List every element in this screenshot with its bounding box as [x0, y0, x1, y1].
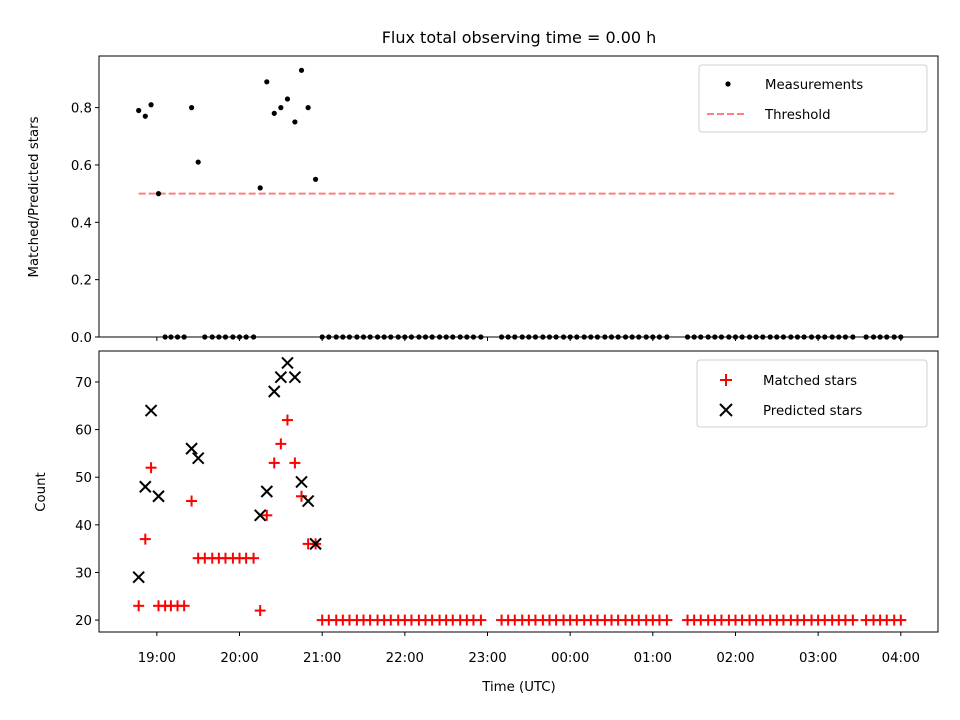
bottom-y-tick-label: 30: [75, 566, 92, 581]
matched-star-point: [261, 509, 273, 521]
bottom-x-tick-label: 01:00: [634, 651, 672, 666]
measurement-point: [264, 79, 270, 85]
bottom-axes-frame: [98, 350, 939, 633]
matched-star-point: [145, 462, 157, 474]
bottom-plot-area: [132, 356, 907, 626]
matched-star-point: [248, 552, 260, 564]
bottom-x-tick-label: 20:00: [220, 651, 258, 666]
predicted-star-point: [268, 385, 281, 398]
top-panel: Flux total observing time = 0.00 h 0.00.…: [27, 28, 939, 346]
legend-matched-marker: [720, 374, 732, 386]
matched-star-point: [847, 614, 859, 626]
measurement-point: [292, 119, 298, 125]
predicted-star-point: [301, 494, 315, 508]
bottom-y-ticks: 20 30 40 50 60 70: [75, 376, 99, 629]
measurement-point: [155, 191, 162, 197]
top-y-tick-label: 0.6: [71, 159, 92, 174]
top-legend: Measurements Threshold: [698, 64, 928, 133]
legend-measurements-label: Measurements: [765, 78, 863, 93]
matched-star-point: [281, 414, 293, 426]
predicted-star-point: [139, 480, 152, 493]
measurement-point: [257, 185, 263, 191]
legend-predicted-label: Predicted stars: [763, 404, 862, 419]
legend-matched-label: Matched stars: [763, 374, 857, 389]
legend-threshold-label: Threshold: [764, 108, 831, 123]
top-legend-box: [698, 64, 928, 133]
predicted-star-point: [191, 451, 205, 465]
measurement-point: [195, 159, 201, 165]
predicted-star-point: [281, 356, 294, 370]
predicted-star-point: [132, 571, 145, 584]
measurement-point: [136, 107, 142, 114]
bottom-y-axis-label: Count: [34, 472, 49, 512]
measurement-point: [284, 96, 291, 102]
bottom-x-tick-label: 19:00: [138, 651, 176, 666]
bottom-y-tick-label: 20: [75, 614, 92, 629]
bottom-legend-box: [696, 359, 928, 428]
bottom-y-tick-label: 40: [75, 519, 92, 534]
bottom-x-tick-label: 22:00: [386, 651, 424, 666]
measurement-point: [188, 105, 195, 111]
matched-star-point: [661, 614, 673, 626]
predicted-star-point: [185, 442, 198, 455]
bottom-x-tick-label: 02:00: [716, 651, 754, 666]
predicted-star-point: [288, 370, 302, 384]
predicted-star-point: [309, 537, 322, 551]
top-x-ticks: [156, 337, 902, 341]
top-y-axis-label: Matched/Predicted stars: [27, 116, 42, 277]
predicted-star-point: [253, 509, 267, 522]
matched-star-point: [895, 614, 907, 626]
bottom-x-tick-label: 03:00: [799, 651, 837, 666]
matched-star-point: [254, 605, 266, 617]
bottom-legend: Matched stars Predicted stars: [696, 359, 928, 428]
x-axis-label: Time (UTC): [481, 680, 556, 695]
measurement-point: [142, 113, 148, 119]
top-y-tick-label: 0.8: [71, 102, 92, 117]
legend-predicted-marker: [719, 403, 733, 417]
matched-star-point: [268, 457, 280, 469]
bottom-panel: 20 30 40 50 60 70 19:00 20:00 21:00 22:00 23:00 00…: [34, 350, 939, 695]
top-y-tick-label: 0.2: [71, 274, 92, 289]
matched-star-point: [296, 490, 308, 502]
matched-star-point: [186, 495, 198, 507]
top-y-ticks: 0.0 0.2 0.4 0.6 0.8: [71, 102, 99, 346]
top-y-tick-label: 0.0: [71, 331, 92, 346]
measurement-point: [298, 67, 305, 73]
measurement-point: [305, 105, 311, 111]
matched-star-point: [275, 438, 287, 450]
measurement-point: [148, 102, 154, 108]
bottom-x-tick-label: 00:00: [551, 651, 589, 666]
measurement-point: [278, 105, 284, 111]
matched-star-point: [139, 533, 151, 545]
predicted-star-point: [274, 370, 288, 384]
bottom-x-tick-label: 04:00: [882, 651, 920, 666]
matched-star-point: [475, 614, 487, 626]
predicted-star-point: [260, 485, 274, 498]
predicted-star-point: [152, 490, 165, 503]
matched-star-point: [178, 600, 190, 612]
predicted-star-point: [144, 404, 158, 417]
bottom-y-tick-label: 50: [75, 471, 92, 486]
predicted-star-point: [295, 475, 308, 489]
matched-star-point: [133, 600, 145, 612]
legend-measurements-marker: [725, 81, 731, 87]
bottom-x-tick-label: 21:00: [303, 651, 341, 666]
measurement-point: [312, 176, 319, 182]
top-y-tick-label: 0.4: [71, 216, 92, 231]
measurement-point: [271, 110, 277, 116]
bottom-y-tick-label: 70: [75, 376, 92, 391]
bottom-x-ticks: 19:00 20:00 21:00 22:00 23:00 00:00 01:00 02:00…: [138, 632, 920, 666]
chart-title: Flux total observing time = 0.00 h: [382, 28, 657, 47]
top-axes-frame: [98, 55, 939, 338]
bottom-x-tick-label: 23:00: [468, 651, 506, 666]
bottom-y-tick-label: 60: [75, 424, 92, 439]
matched-star-point: [289, 457, 301, 469]
